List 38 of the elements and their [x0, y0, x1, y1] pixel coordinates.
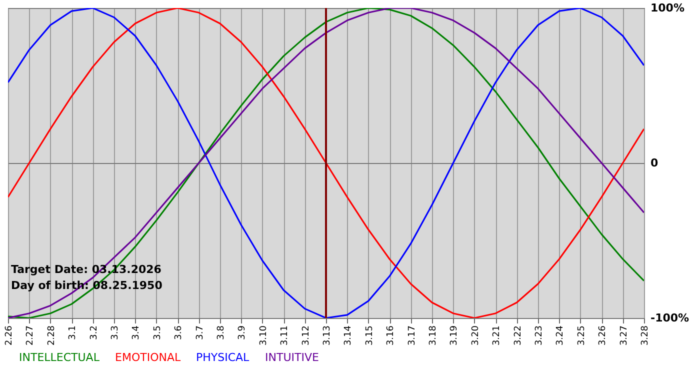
x-tick-label: 3.8: [216, 325, 226, 340]
text: INTUITIVE: [265, 350, 319, 364]
x-tick-label: 3.13: [322, 326, 332, 346]
x-tick-label: 3.14: [344, 325, 354, 346]
x-tick-label: 3.16: [386, 325, 396, 346]
y-tick-label: 100%: [650, 2, 684, 14]
x-tick-label: 3.3: [110, 326, 120, 340]
x-tick-label: 3.19: [450, 325, 460, 346]
x-tick-label: 3.12: [301, 326, 312, 346]
x-tick-label: 3.6: [174, 325, 184, 340]
x-tick-label: 3.24: [556, 325, 566, 346]
x-tick-label: 2.26: [4, 325, 14, 346]
text: PHYSICAL: [196, 350, 250, 364]
x-tick-label: 3.18: [428, 325, 438, 346]
x-tick-label: 3.27: [619, 326, 630, 346]
x-tick-label: 3.5: [152, 326, 163, 340]
text: EMOTIONAL: [115, 350, 182, 364]
x-tick-label: 3.10: [258, 325, 269, 346]
x-tick-label: 3.22: [513, 326, 524, 346]
x-tick-label: 2.28: [46, 325, 57, 346]
x-tick-label: 3.28: [640, 325, 650, 346]
x-tick-label: 3.23: [534, 326, 544, 346]
y-tick-label: -100%: [650, 312, 690, 324]
x-tick-label: 3.4: [132, 325, 142, 340]
x-tick-label: 3.15: [364, 326, 375, 346]
x-tick-label: 3.17: [407, 326, 418, 346]
x-tick-label: 3.25: [576, 326, 587, 346]
x-tick-label: 2.27: [26, 326, 36, 346]
y-tick-label: 0: [650, 156, 658, 170]
x-tick-label: 3.11: [280, 326, 290, 346]
x-tick-label: 3.21: [492, 326, 502, 346]
x-tick-label: 3.20: [470, 325, 481, 346]
x-tick-label: 3.1: [68, 326, 78, 340]
x-tick-label: 3.26: [598, 325, 608, 346]
x-tick-label: 3.2: [89, 326, 100, 340]
x-tick-label: 3.9: [238, 325, 248, 340]
text: INTELLECTUAL: [19, 350, 100, 364]
x-tick-label: 3.7: [195, 326, 206, 340]
